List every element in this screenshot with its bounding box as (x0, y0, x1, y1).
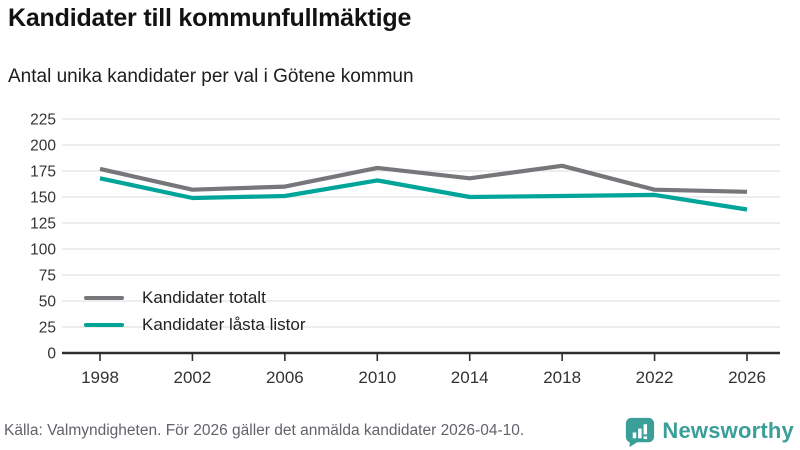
legend-label-lasta-listor: Kandidater låsta listor (142, 315, 306, 334)
y-tick-label: 0 (47, 346, 56, 363)
legend-item-lasta-listor: Kandidater låsta listor (84, 315, 306, 334)
y-tick-label: 200 (30, 138, 56, 155)
y-tick-label: 225 (30, 112, 56, 129)
x-tick-label: 2026 (728, 368, 766, 387)
newsworthy-logo-text: Newsworthy (662, 418, 794, 443)
chart-legend: Kandidater totalt Kandidater låsta listo… (84, 288, 306, 334)
x-tick-label: 2022 (636, 368, 674, 387)
x-tick-label: 2010 (358, 368, 396, 387)
legend-item-totalt: Kandidater totalt (84, 288, 305, 307)
line-kandidater-totalt (99, 163, 748, 194)
y-tick-label: 25 (39, 320, 56, 337)
chart-footer: Källa: Valmyndigheten. För 2026 gäller d… (0, 412, 800, 450)
chart-subtitle: Antal unika kandidater per val i Götene … (8, 66, 414, 87)
y-tick-label: 50 (39, 294, 57, 311)
y-tick-label: 175 (30, 164, 56, 181)
newsworthy-logo: Newsworthy (624, 416, 800, 447)
legend-swatch-lasta-listor (84, 323, 124, 327)
x-tick-label: 2006 (266, 368, 304, 387)
legend-label-totalt: Kandidater totalt (142, 288, 266, 307)
x-tick-label: 2014 (451, 368, 489, 387)
y-tick-label: 75 (39, 268, 56, 285)
y-tick-label: 125 (30, 216, 56, 233)
newsworthy-logo-icon (626, 417, 655, 447)
x-tick-label: 2018 (543, 368, 581, 387)
page-title: Kandidater till kommunfullmäktige (8, 4, 412, 32)
x-tick-label: 1998 (81, 368, 119, 387)
y-tick-label: 150 (30, 190, 56, 207)
line-kandidater-l-sta-listor (99, 176, 748, 212)
legend-swatch-totalt (84, 296, 124, 300)
source-note: Källa: Valmyndigheten. För 2026 gäller d… (4, 422, 525, 439)
y-tick-label: 100 (30, 242, 56, 259)
x-tick-label: 2002 (174, 368, 212, 387)
